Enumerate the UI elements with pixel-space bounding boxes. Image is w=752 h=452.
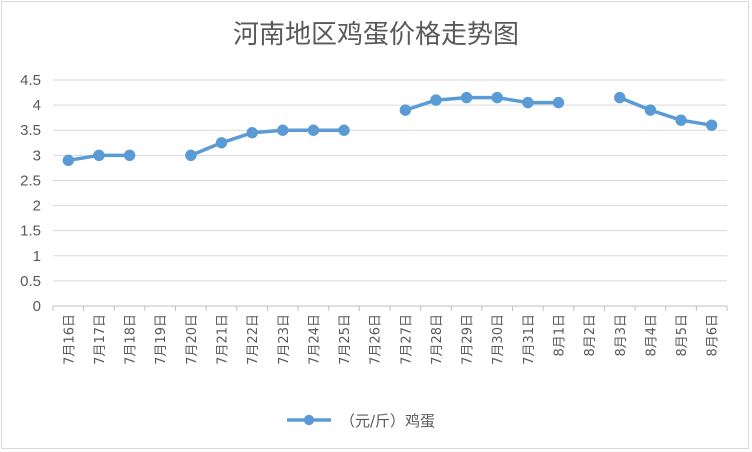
x-tick-label: 7月19日 (154, 314, 169, 365)
y-tick-label: 1.5 (20, 223, 41, 240)
x-tick-label: 7月29日 (461, 314, 476, 365)
x-tick-label: 7月22日 (246, 314, 261, 365)
x-tick-label: 7月25日 (338, 314, 353, 365)
legend: （元/斤）鸡蛋 (287, 412, 435, 430)
data-point (123, 149, 136, 162)
y-tick-label: 0.5 (20, 273, 41, 290)
x-tick-label: 8月6日 (706, 314, 721, 357)
x-tick-label: 7月30日 (491, 314, 506, 365)
series-line (66, 95, 714, 163)
y-tick-label: 4 (33, 97, 41, 114)
y-tick-label: 0 (33, 298, 41, 315)
y-tick-label: 2 (33, 198, 41, 215)
x-tick-label: 7月27日 (399, 314, 414, 365)
chart-title: 河南地区鸡蛋价格走势图 (232, 20, 519, 50)
y-tick-label: 3 (33, 147, 41, 164)
x-tick-label: 8月3日 (614, 314, 629, 357)
legend-label: （元/斤）鸡蛋 (340, 412, 435, 430)
data-point (552, 96, 565, 109)
data-point (215, 137, 228, 149)
data-point (246, 127, 258, 139)
data-point (307, 124, 320, 136)
x-tick-label: 7月20日 (185, 314, 200, 365)
data-point (614, 91, 626, 104)
x-tick-label: 7月28日 (430, 314, 445, 365)
x-tick-label: 8月4日 (644, 314, 659, 357)
x-tick-label: 7月21日 (216, 314, 231, 365)
x-tick-label: 7月23日 (277, 314, 292, 365)
y-tick-label: 4.5 (20, 72, 41, 89)
x-tick-label: 8月5日 (675, 314, 690, 357)
data-point (93, 149, 105, 162)
data-point (185, 149, 197, 162)
data-point (675, 114, 687, 126)
data-point (705, 119, 718, 131)
x-tick-label: 7月24日 (307, 314, 322, 365)
x-tick-label: 8月1日 (553, 314, 568, 357)
x-tick-label: 7月18日 (124, 314, 139, 365)
x-tick-label: 7月31日 (522, 314, 537, 365)
x-tick-label: 8月2日 (583, 314, 598, 357)
x-tick-label: 7月17日 (93, 314, 108, 365)
series-layer (62, 91, 718, 167)
y-tick-label: 1 (33, 248, 41, 265)
legend-marker (303, 414, 315, 426)
data-point (277, 124, 289, 136)
y-tick-label: 3.5 (20, 122, 41, 139)
y-axis-tick-labels: 0 0.5 1 1.5 2 2.5 3 3.5 4 4.5 (20, 72, 41, 315)
x-tick-label: 7月26日 (369, 314, 384, 365)
x-axis: 7月16日 7月17日 7月18日 7月19日 7月20日 7月21日 7月22日 7月23日… (52, 306, 728, 365)
gridlines (53, 79, 727, 307)
data-point (460, 91, 473, 104)
data-point (399, 104, 412, 116)
data-point (644, 104, 657, 116)
data-point (491, 91, 503, 104)
data-point (430, 94, 442, 106)
data-point (522, 96, 534, 109)
data-point (338, 124, 350, 136)
y-tick-label: 2.5 (20, 172, 41, 189)
x-tick-label: 7月16日 (62, 314, 77, 365)
data-point (62, 154, 75, 167)
